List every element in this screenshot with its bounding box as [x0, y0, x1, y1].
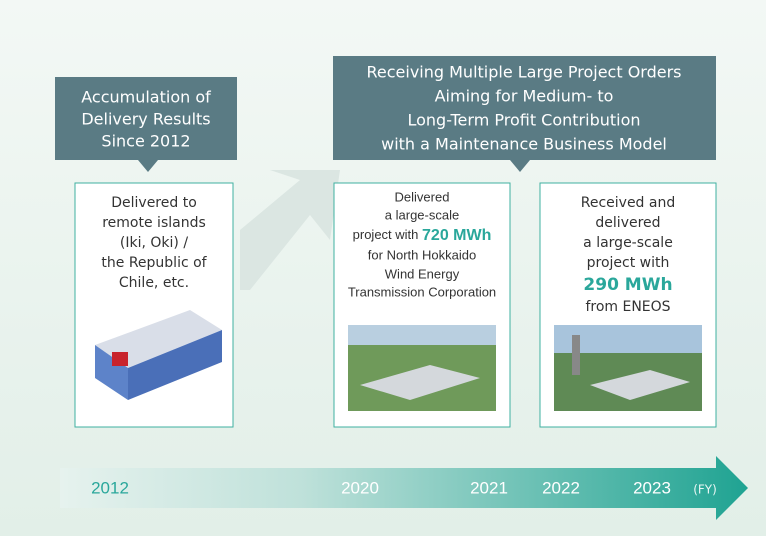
card-text: (Iki, Oki) /	[120, 235, 188, 251]
callout-text: Receiving Multiple Large Project Orders	[367, 63, 682, 82]
callout-text: Since 2012	[101, 132, 190, 151]
capacity: 720 MWh	[422, 227, 491, 244]
card-text: a large-scale	[385, 207, 459, 222]
card-text: Delivered	[395, 189, 450, 204]
year: 2020	[341, 478, 379, 497]
card-text: from ENEOS	[585, 299, 670, 315]
site-photo	[348, 325, 496, 411]
card-text: project with	[587, 255, 670, 271]
card-text: Delivered to	[111, 195, 197, 211]
card-text: Wind Energy	[385, 266, 460, 281]
capacity: 290 MWh	[583, 275, 672, 295]
callout-text: with a Maintenance Business Model	[381, 135, 667, 154]
callout-text: Accumulation of	[81, 88, 211, 107]
year: 2021	[470, 478, 508, 497]
site-photo	[554, 325, 702, 411]
card-text: project with 720 MWh	[353, 227, 492, 244]
year: 2012	[91, 478, 129, 497]
card-text: a large-scale	[583, 235, 673, 251]
callout-text: Delivery Results	[81, 110, 210, 129]
card-text: the Republic of	[101, 255, 207, 271]
card-text: delivered	[595, 215, 660, 231]
callout-text: Long-Term Profit Contribution	[407, 111, 640, 130]
card-text: project with	[353, 227, 422, 242]
callout-text: Aiming for Medium- to	[435, 87, 614, 106]
card-text: Transmission Corporation	[348, 284, 496, 299]
unit: (FY)	[693, 483, 717, 497]
diagram: Accumulation of Delivery Results Since 2…	[0, 0, 766, 536]
card-text: remote islands	[102, 215, 206, 231]
card-text: Received and	[581, 195, 676, 211]
year: 2023	[633, 478, 671, 497]
card-text: for North Hokkaido	[368, 247, 476, 262]
year: 2022	[542, 478, 580, 497]
card-text: Chile, etc.	[119, 275, 189, 291]
